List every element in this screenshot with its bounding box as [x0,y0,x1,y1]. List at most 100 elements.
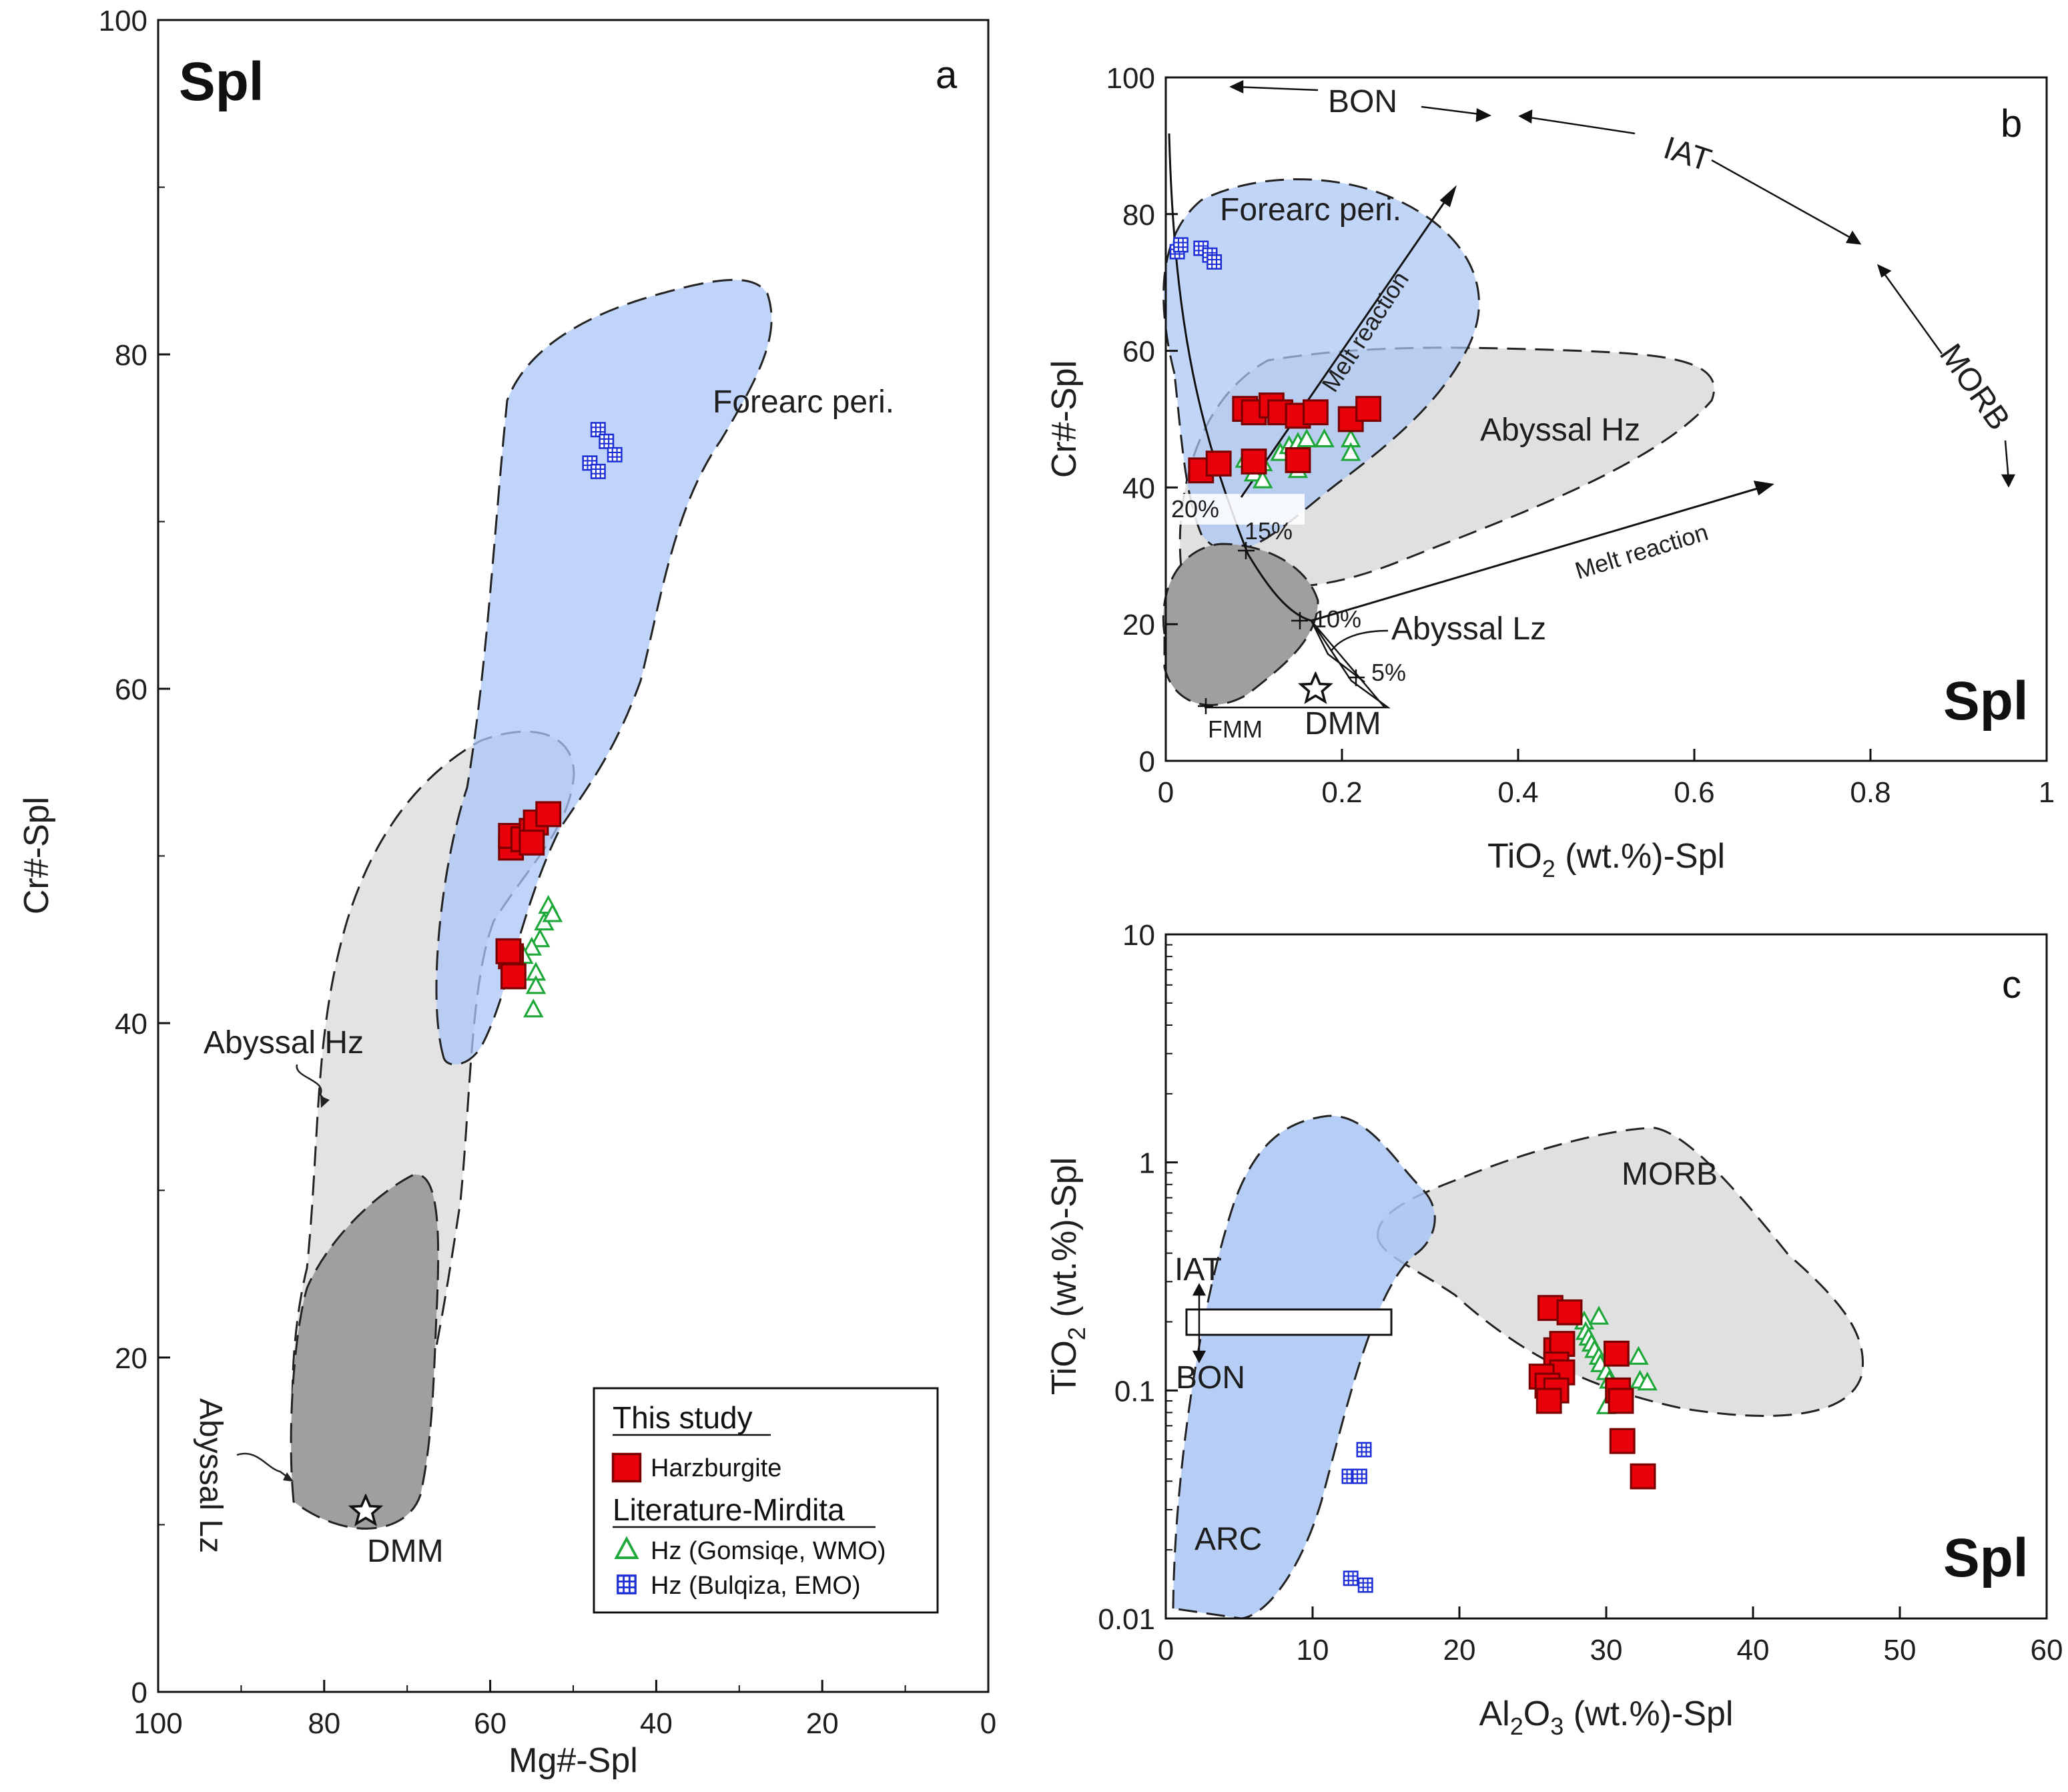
point-harzburgite [495,938,522,964]
xlabel-b-rest: (wt.%)-Spl [1556,837,1725,876]
x-tick-label: 30 [1590,1634,1623,1667]
y-tick-label: 40 [1122,472,1155,505]
xlabel-c-mid: O [1523,1695,1550,1733]
pointer-abyssal-hz-a [296,1064,326,1102]
iat-bon-bar [1185,1308,1393,1336]
label-bon-c: BON [1176,1360,1245,1396]
melting-curve-b [1168,133,1312,622]
x-tick-label: 10 [1297,1634,1329,1667]
legend: This study Harzburgite Literature-Mirdit… [593,1387,939,1614]
point-harzburgite [1535,1388,1562,1414]
field-morb-c [1377,1127,1864,1417]
x-tick-label: 1 [2039,776,2055,809]
melt-5-label: 5% [1371,659,1406,686]
trend-label-bon: BON [1328,84,1397,119]
x-tick-label: 20 [1443,1634,1476,1667]
point-harzburgite [1205,451,1232,477]
y-tick-label: 80 [1122,199,1155,232]
ylabel-c-rest: (wt.%)-Spl [1045,1157,1084,1327]
y-tick-label: 40 [115,1008,147,1040]
ylabel-a: Cr#-Spl [17,797,56,914]
point-harzburgite [519,830,545,856]
y-tick-label: 1 [1139,1147,1155,1180]
point-harzburgite [1630,1463,1656,1490]
label-iat-c: IAT [1174,1252,1222,1287]
y-tick-label: 0.1 [1114,1375,1155,1408]
point-hz-bulqiza [590,463,606,479]
label-forearc-a: Forearc peri. [713,384,894,420]
ylabel-c: TiO2 (wt.%)-Spl [1045,1157,1090,1395]
x-tick-label: 60 [2031,1634,2063,1667]
legend-label-bulqiza: Hz (Bulqiza, EMO) [651,1572,861,1600]
point-harzburgite [1556,1299,1583,1325]
pointer-abyssal-lz-a [236,1452,289,1478]
point-harzburgite [1603,1340,1630,1367]
mineral-label-b: Spl [1943,671,2029,731]
x-tick-label: 80 [308,1707,340,1740]
melt-15-label: 15% [1245,517,1293,545]
legend-label-harzburgite: Harzburgite [651,1454,781,1482]
point-hz-gomsiqe [524,999,543,1018]
ylabel-c-main: TiO [1045,1340,1084,1395]
label-forearc-b: Forearc peri. [1220,192,1401,228]
x-tick-label: 0.6 [1674,776,1714,809]
label-morb-c: MORB [1622,1157,1718,1192]
point-hz-bulqiza [1351,1468,1367,1484]
point-hz-bulqiza [1343,1570,1359,1586]
legend-marker-bulqiza [617,1574,637,1594]
point-hz-bulqiza [1356,1442,1372,1458]
label-abyssal-lz-a: Abyssal Lz [193,1398,228,1553]
point-hz-bulqiza [1357,1577,1373,1593]
legend-title-literature: Literature-Mirdita [613,1492,845,1527]
xlabel-c-sub2: 3 [1550,1713,1564,1740]
xlabel-a: Mg#-Spl [508,1741,638,1780]
trend-label-iat: IAT [1660,130,1716,178]
axes-frame-b [1164,76,2048,762]
x-tick-label: 0.4 [1497,776,1538,809]
xlabel-c-main: Al [1479,1695,1509,1733]
point-hz-bulqiza [599,433,615,449]
ylabel-b: Cr#-Spl [1045,360,1084,478]
mineral-label-c: Spl [1943,1528,2029,1588]
x-tick-label: 40 [640,1707,673,1740]
panel-b: 0 0.2 0.4 0.6 0.8 1 0 20 40 60 80 100 20% 15% 10% 5… [1045,62,2055,882]
point-harzburgite [1355,396,1382,422]
legend-marker-harzburgite [611,1452,642,1483]
y-tick-label: 0 [131,1677,147,1709]
x-tick-label: 20 [806,1707,839,1740]
point-harzburgite [1285,447,1311,473]
melt-reaction-arrow-2 [1311,486,1762,622]
xlabel-b-sub: 2 [1542,855,1556,882]
y-tick-label: 20 [115,1342,147,1375]
y-tick-label: 0 [1139,745,1155,778]
point-hz-bulqiza [1207,254,1223,270]
x-tick-label: 0 [980,1707,996,1740]
field-abyssal-lz-b [1162,543,1319,706]
point-harzburgite [1609,1428,1636,1454]
melt-reaction-label-2: Melt reaction [1572,518,1711,584]
y-tick-label: 60 [1122,336,1155,368]
label-arc-c: ARC [1194,1522,1262,1557]
fmm-dmm-triangle-b [1204,620,1391,709]
x-tick-label: 40 [1737,1634,1770,1667]
ylabel-c-sub: 2 [1063,1327,1090,1340]
y-tick-label: 80 [115,339,147,372]
panel-a: 100 80 60 40 20 0 0 20 40 60 80 100 Forearc peri. A… [17,5,996,1780]
point-hz-bulqiza [1172,237,1188,253]
melt-10-label: 10% [1313,605,1361,633]
point-harzburgite [500,963,527,990]
ticks-a: 100 80 60 40 20 0 0 20 40 60 80 100 [99,5,997,1740]
label-abyssal-hz-a: Abyssal Hz [204,1025,364,1061]
legend-label-gomsiqe: Hz (Gomsiqe, WMO) [651,1537,886,1565]
y-tick-label: 100 [99,5,147,37]
xlabel-b-main: TiO [1487,837,1542,876]
x-tick-label: 0.2 [1321,776,1362,809]
panel-c: 0 10 20 30 40 50 60 0.01 0.1 1 10 IAT BON ARC MORB… [1045,919,2063,1740]
point-harzburgite [1608,1388,1634,1414]
x-tick-label: 60 [474,1707,506,1740]
x-tick-label: 100 [133,1707,182,1740]
label-abyssal-hz-b: Abyssal Hz [1480,412,1640,448]
field-forearc [435,278,773,1066]
label-dmm-b: DMM [1305,706,1381,741]
